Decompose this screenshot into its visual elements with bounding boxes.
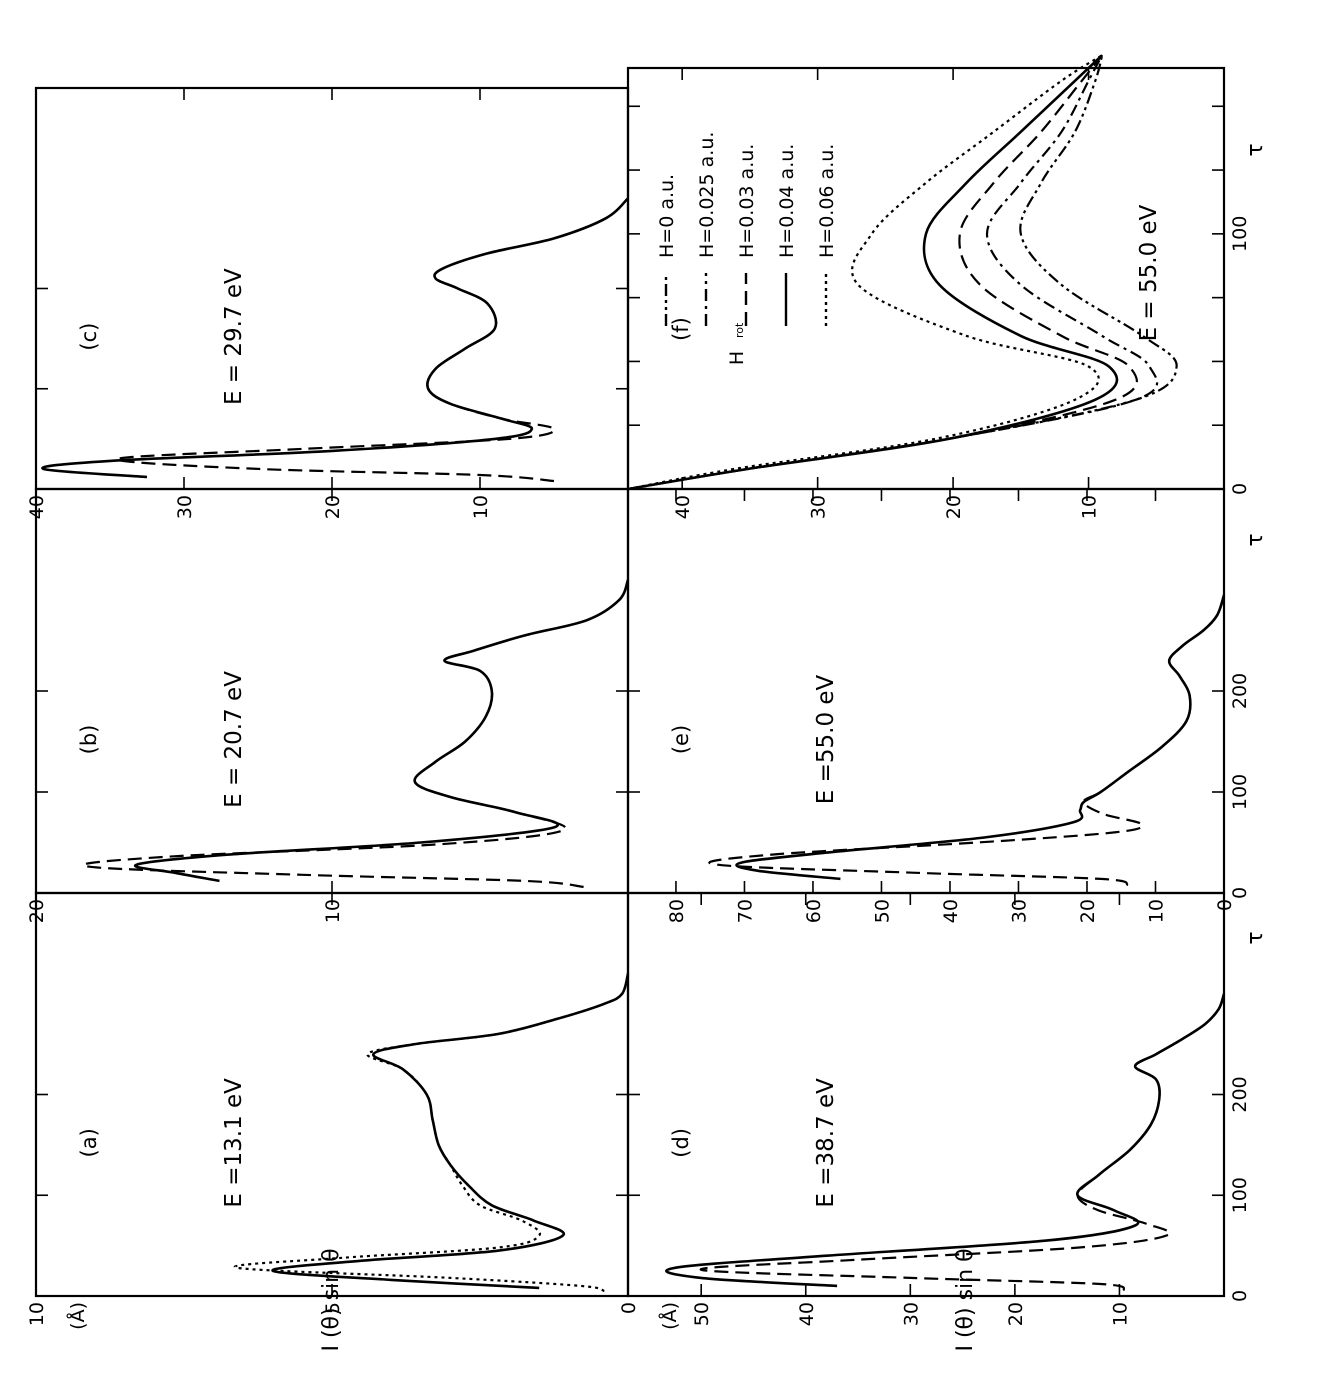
y-tick-label-d: 10 (1109, 1302, 1131, 1326)
energy-label-e: E =55.0 eV (813, 674, 839, 804)
y-tick-label-d: 30 (900, 1302, 922, 1326)
series-line-c-dashed (116, 197, 629, 483)
y-tick-label-f: 30 (808, 495, 830, 519)
legend-title-sub: rot (733, 322, 746, 338)
energy-label-f: E = 55.0 eV (1136, 204, 1162, 341)
legend-title: H (726, 351, 748, 365)
x-tick-label-e: 200 (1229, 673, 1251, 709)
panel-label-c: (c) (77, 323, 101, 351)
series-line-f-dotted (627, 54, 1103, 491)
x-tick-label-d: 100 (1229, 1177, 1251, 1213)
panel-frame-c (34, 86, 630, 491)
series-line-a-dotted (233, 973, 630, 1293)
series-line-f-dashed (627, 54, 1138, 491)
y-tick-label-f: 40 (672, 495, 694, 519)
y-tick-label-e: 70 (734, 899, 756, 923)
y-tick-label-e: 20 (1077, 899, 1099, 923)
y-tick-label-e: 60 (803, 899, 825, 923)
y-tick-label-c: 40 (26, 495, 48, 519)
x-tick-label-e: 0 (1229, 887, 1251, 899)
legend-entry: H=0.025 a.u. (696, 132, 718, 258)
x-tick-label-f: 0 (1229, 483, 1251, 495)
legend-entry: H=0.04 a.u. (776, 144, 798, 258)
y-unit-label-a: (Å) (66, 1302, 89, 1330)
legend-entry: H=0.03 a.u. (736, 144, 758, 258)
x-axis-label-d: τ (1243, 931, 1268, 944)
y-axis-label: I (θ) sin θ (319, 1248, 344, 1351)
y-tick-label-e: 10 (1145, 899, 1167, 923)
y-tick-label-b: 10 (322, 899, 344, 923)
panel-frame-d (626, 891, 1226, 1298)
y-tick-label-c: 10 (470, 495, 492, 519)
y-tick-label-d: 40 (796, 1302, 818, 1326)
panel-frame-a (34, 891, 630, 1298)
energy-label-b: E = 20.7 eV (221, 671, 247, 808)
series-line-b-dashed (82, 579, 630, 888)
plot-area: 0 5 10 (a) E =13.1 eV 10 20 (b) E = 20.7 eV 10 20 3… (26, 54, 1251, 1330)
panel-e: 0 100 200 0 10 20 30 40 50 60 70 80 (e) E =55.0 eV (626, 487, 1251, 923)
y-tick-label-a: 10 (26, 1302, 48, 1326)
series-line-a-solid (271, 973, 630, 1290)
y-tick-label-d: 20 (1005, 1302, 1027, 1326)
y-unit-label-d: (Å) (658, 1302, 681, 1330)
panel-label-b: (b) (77, 725, 101, 755)
series-line-e-solid (735, 594, 1226, 881)
series-line-f-dashdotdot (627, 54, 1178, 491)
x-tick-label-d: 0 (1229, 1290, 1251, 1302)
series-line-e-dashed (708, 594, 1226, 886)
series-line-b-solid (133, 579, 630, 883)
energy-label-c: E = 29.7 eV (221, 268, 247, 405)
x-axis-label-e: τ (1243, 533, 1268, 546)
y-tick-label-c: 20 (322, 495, 344, 519)
y-tick-label-f: 20 (943, 495, 965, 519)
panel-label-a: (a) (77, 1128, 101, 1157)
panel-frame-f (626, 66, 1226, 491)
y-tick-label-e: 80 (666, 899, 688, 923)
panel-frame-e (626, 487, 1226, 895)
y-axis-label-lower: I (θ) sin θ (953, 1248, 978, 1351)
y-tick-label-e: 30 (1008, 899, 1030, 923)
legend-entry: H=0.06 a.u. (816, 144, 838, 258)
x-tick-label-f: 100 (1229, 216, 1251, 252)
y-tick-label-f: 10 (1079, 495, 1101, 519)
x-tick-label-d: 200 (1229, 1076, 1251, 1112)
y-tick-label-e: 0 (1214, 899, 1236, 911)
energy-label-a: E =13.1 eV (221, 1078, 247, 1208)
series-line-d-dashed (699, 993, 1226, 1292)
panel-label-e: (e) (669, 725, 693, 754)
y-tick-label-e: 50 (871, 899, 893, 923)
x-axis-label-f: τ (1243, 143, 1268, 156)
panel-c: 10 20 30 40 (c) E = 29.7 eV (26, 86, 630, 519)
series-line-f-dashdot (627, 54, 1159, 491)
y-tick-label-c: 30 (174, 495, 196, 519)
panel-label-f: (f) (669, 317, 693, 341)
y-tick-label-b: 20 (26, 899, 48, 923)
panel-b: 10 20 (b) E = 20.7 eV (26, 487, 630, 923)
x-tick-label-e: 100 (1229, 774, 1251, 810)
y-tick-label-a: 5 (322, 1302, 344, 1314)
panel-label-d: (d) (669, 1128, 693, 1158)
panel-frame-b (34, 487, 630, 895)
panel-a: 0 5 10 (a) E =13.1 eV (26, 891, 640, 1326)
legend-entry: H=0 a.u. (656, 174, 678, 258)
y-tick-label-e: 40 (940, 899, 962, 923)
y-tick-label-a: 0 (618, 1302, 640, 1314)
y-tick-label-d: 50 (691, 1302, 713, 1326)
series-line-f-solid (627, 54, 1119, 491)
energy-label-d: E =38.7 eV (813, 1078, 839, 1208)
